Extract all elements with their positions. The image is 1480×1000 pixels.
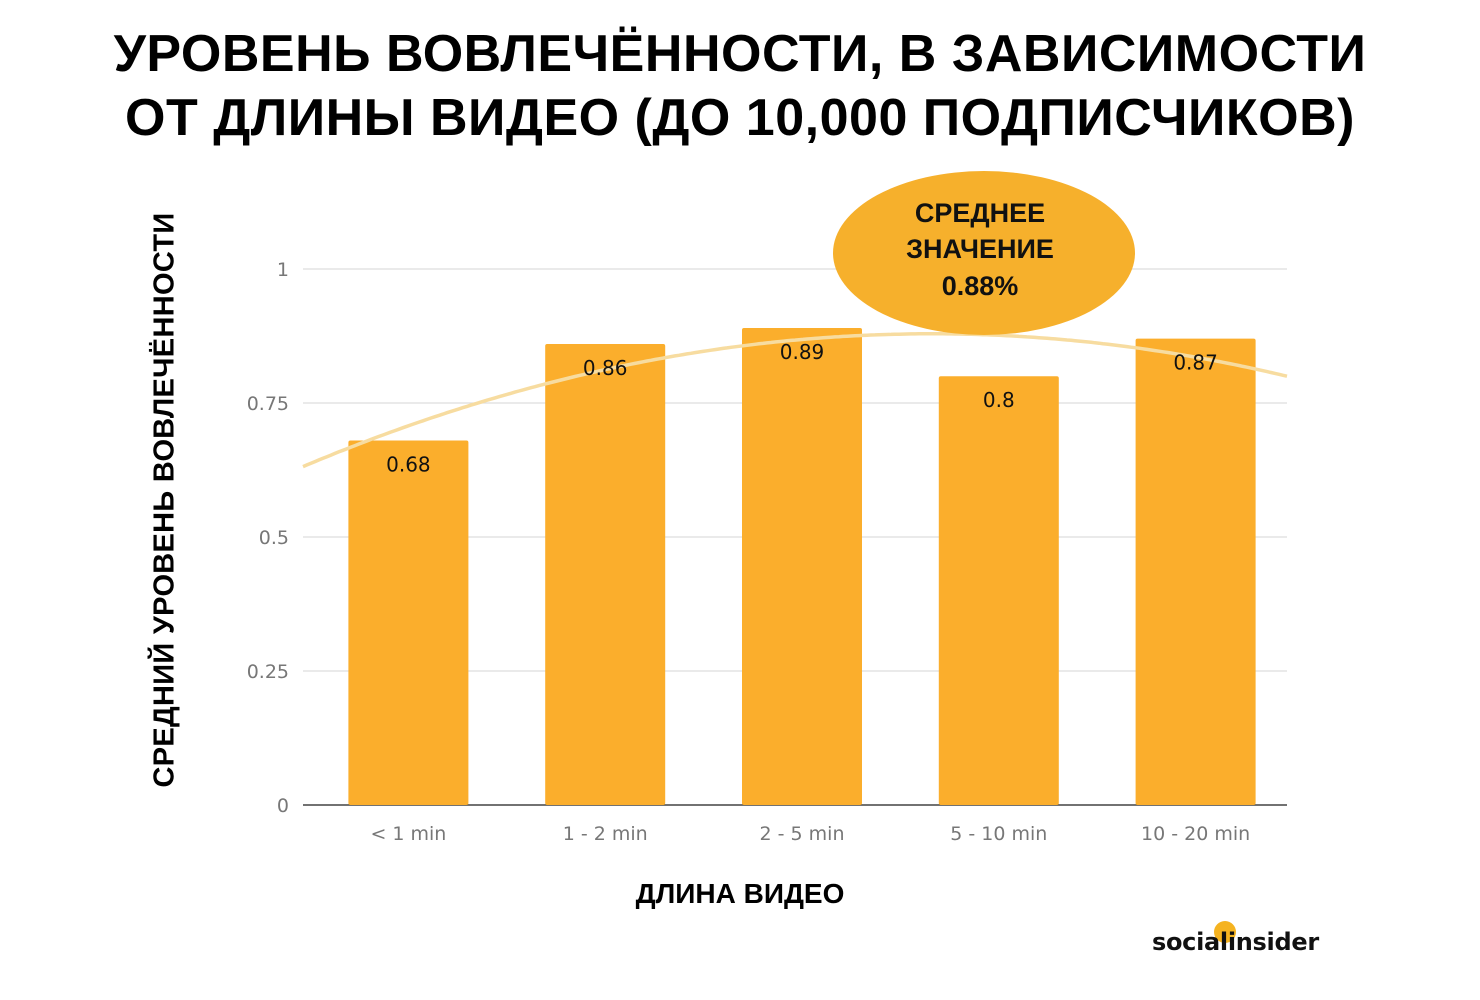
trendline-layer xyxy=(302,332,1288,469)
y-tick-label: 0.5 xyxy=(259,527,289,549)
annotation-text: ЗНАЧЕНИЕ xyxy=(906,234,1054,264)
socialinsider-logo: socialinsider xyxy=(1152,928,1319,956)
chart-title-line-1: УРОВЕНЬ ВОВЛЕЧЁННОСТИ, В ЗАВИСИМОСТИ xyxy=(113,25,1367,83)
trendline xyxy=(302,332,1288,469)
data-label: 0.86 xyxy=(583,356,628,380)
data-label: 0.89 xyxy=(780,340,825,364)
bar xyxy=(742,327,862,805)
socialinsider-logo-dot-icon xyxy=(1214,921,1236,943)
x-tick-label: 2 - 5 min xyxy=(760,823,845,845)
y-tick-label: 0.75 xyxy=(247,393,289,415)
x-tick-label: < 1 min xyxy=(370,823,446,845)
x-tick-label: 1 - 2 min xyxy=(563,823,648,845)
x-axis-ticks: < 1 min 1 - 2 min 2 - 5 min 5 - 10 min 10 - … xyxy=(370,823,1250,845)
data-labels: 0.68 0.86 0.89 0.8 0.87 xyxy=(386,340,1218,477)
annotation-text: 0.88% xyxy=(942,271,1019,301)
y-axis-ticks: 0 0.25 0.5 0.75 1 xyxy=(247,259,289,817)
data-label: 0.87 xyxy=(1173,351,1218,375)
annotation-text: СРЕДНЕЕ xyxy=(915,198,1045,228)
data-label: 0.8 xyxy=(983,388,1015,412)
y-tick-label: 0.25 xyxy=(247,661,289,683)
x-tick-label: 10 - 20 min xyxy=(1141,823,1250,845)
bar xyxy=(938,376,1059,805)
bars xyxy=(348,327,1256,805)
chart-title-line-2: ОТ ДЛИНЫ ВИДЕО (ДО 10,000 ПОДПИСЧИКОВ) xyxy=(125,89,1355,147)
y-tick-label: 0 xyxy=(277,795,289,817)
chart-title: УРОВЕНЬ ВОВЛЕЧЁННОСТИ, В ЗАВИСИМОСТИ ОТ … xyxy=(0,22,1480,150)
bar xyxy=(1135,338,1256,805)
x-axis-label: ДЛИНА ВИДЕО xyxy=(635,878,845,909)
x-tick-label: 5 - 10 min xyxy=(950,823,1047,845)
annotation-bubble xyxy=(833,171,1135,335)
bar xyxy=(545,344,666,805)
data-label: 0.68 xyxy=(386,453,431,477)
average-annotation: СРЕДНЕЕ ЗНАЧЕНИЕ 0.88% xyxy=(833,171,1135,335)
bar xyxy=(348,440,469,805)
y-tick-label: 1 xyxy=(277,259,289,281)
